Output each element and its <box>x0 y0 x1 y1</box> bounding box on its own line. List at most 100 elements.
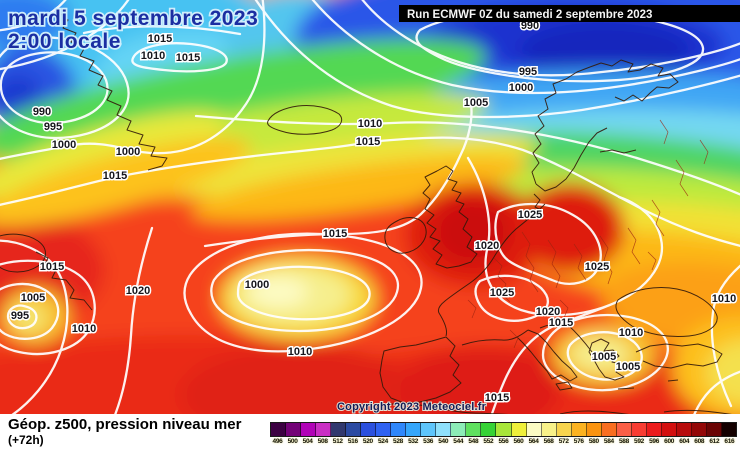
scale-cell <box>451 423 467 436</box>
scale-value: 600 <box>664 438 675 445</box>
pressure-label: 1015 <box>485 392 509 404</box>
pressure-label: 1015 <box>176 52 200 64</box>
scale-cells <box>270 422 737 437</box>
scale-cell <box>526 423 542 436</box>
run-info-text: Run ECMWF 0Z du samedi 2 septembre 2023 <box>407 9 652 21</box>
color-scale: 496 500 504 508 512 516 520 524 528 532 536 540 544 5… <box>270 422 737 446</box>
legend-bar: Géop. z500, pression niveau mer (+72h) 4… <box>0 414 740 450</box>
scale-value: 548 <box>468 438 479 445</box>
scale-cell <box>361 423 377 436</box>
scale-value: 612 <box>709 438 720 445</box>
scale-cell <box>586 423 602 436</box>
scale-cell <box>301 423 317 436</box>
scale-cell <box>631 423 647 436</box>
pressure-label: 1000 <box>52 139 76 151</box>
pressure-label: 1010 <box>72 323 96 335</box>
scale-value: 544 <box>453 438 464 445</box>
scale-value: 580 <box>588 438 599 445</box>
scale-value: 532 <box>408 438 419 445</box>
pressure-label: 1010 <box>358 118 382 130</box>
pressure-label: 1020 <box>126 285 150 297</box>
scale-value: 584 <box>603 438 614 445</box>
pressure-label: 1000 <box>116 146 140 158</box>
pressure-label: 1015 <box>148 33 172 45</box>
scale-value: 508 <box>317 438 328 445</box>
scale-cell <box>571 423 587 436</box>
scale-value: 592 <box>634 438 644 445</box>
scale-cell <box>721 423 736 436</box>
scale-value: 500 <box>287 438 298 445</box>
scale-cell <box>601 423 617 436</box>
scale-value: 576 <box>573 438 584 445</box>
scale-cell <box>436 423 452 436</box>
scale-cell <box>496 423 512 436</box>
pressure-label: 1015 <box>549 317 573 329</box>
pressure-label: 995 <box>519 66 537 78</box>
scale-value: 588 <box>618 438 629 445</box>
scale-cell <box>286 423 302 436</box>
pressure-label: 1005 <box>616 361 640 373</box>
scale-value: 616 <box>724 438 735 445</box>
scale-value: 524 <box>377 438 388 445</box>
scale-cell <box>406 423 422 436</box>
scale-cell <box>421 423 437 436</box>
pressure-label: 1010 <box>712 293 736 305</box>
pressure-label: 1010 <box>288 346 312 358</box>
pressure-label: 1000 <box>245 279 269 291</box>
scale-cell <box>556 423 572 436</box>
map-date-line1: mardi 5 septembre 2023 <box>8 7 258 30</box>
scale-cell <box>346 423 362 436</box>
pressure-label: 995 <box>44 121 62 133</box>
pressure-label: 1015 <box>103 170 127 182</box>
legend-title: Géop. z500, pression niveau mer <box>8 416 242 433</box>
scale-value: 596 <box>649 438 660 445</box>
pressure-label: 1005 <box>21 292 45 304</box>
scale-value: 540 <box>438 438 449 445</box>
scale-value: 568 <box>543 438 554 445</box>
pressure-label: 990 <box>33 106 51 118</box>
scale-value: 572 <box>558 438 569 445</box>
pressure-label: 1005 <box>464 97 488 109</box>
pressure-label: 1010 <box>141 50 165 62</box>
scale-cell <box>616 423 632 436</box>
scale-cell <box>316 423 332 436</box>
scale-cell <box>481 423 497 436</box>
map-texts: mardi 5 septembre 2023 2:00 locale Run E… <box>6 5 740 414</box>
pressure-label: 1010 <box>619 327 643 339</box>
scale-cell <box>541 423 557 436</box>
coastline-layer <box>0 11 733 414</box>
pressure-label: 1015 <box>323 228 347 240</box>
scale-value: 520 <box>362 438 373 445</box>
map-date-line2: 2:00 locale <box>8 30 121 53</box>
scale-value: 504 <box>302 438 313 445</box>
scale-value: 536 <box>423 438 434 445</box>
pressure-label: 1015 <box>356 136 380 148</box>
geopotential-fill-layer <box>0 0 740 414</box>
scale-cell <box>646 423 662 436</box>
scale-cell <box>691 423 707 436</box>
scale-value: 552 <box>483 438 494 445</box>
legend-forecast-hour: (+72h) <box>8 433 44 447</box>
scale-cell <box>271 423 287 436</box>
pressure-label: 990 <box>521 20 539 32</box>
pressure-label: 1000 <box>509 82 533 94</box>
pressure-label: 1020 <box>475 240 499 252</box>
scale-value: 496 <box>272 438 283 445</box>
pressure-label: 995 <box>11 310 29 322</box>
scale-cell <box>676 423 692 436</box>
scale-value: 604 <box>679 438 690 445</box>
pressure-label: 1005 <box>592 351 616 363</box>
scale-values: 496 500 504 508 512 516 520 524 528 532 536 540 544 5… <box>270 437 737 446</box>
pressure-label: 1025 <box>518 209 542 221</box>
scale-value: 512 <box>332 438 343 445</box>
scale-value: 556 <box>498 438 509 445</box>
pressure-label: 1025 <box>585 261 609 273</box>
scale-cell <box>511 423 527 436</box>
border-layer <box>467 119 709 349</box>
scale-cell <box>331 423 347 436</box>
scale-value: 516 <box>347 438 358 445</box>
run-info-bar <box>399 5 740 22</box>
